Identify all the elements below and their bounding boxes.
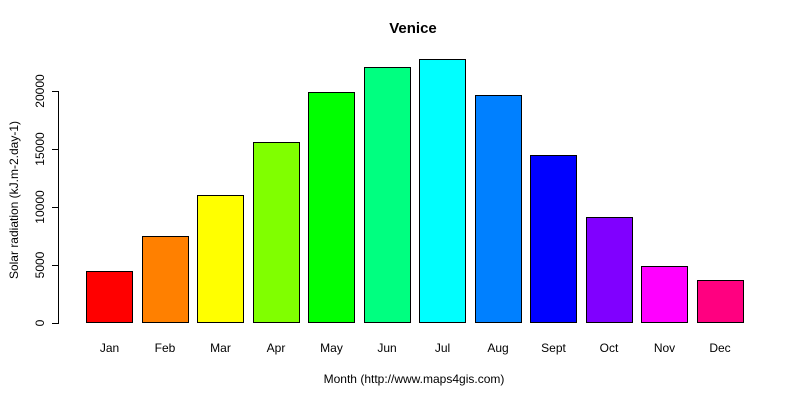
x-tick-label-jul: Jul bbox=[434, 341, 451, 355]
y-tick-0 bbox=[52, 322, 59, 324]
x-tick-label-sept: Sept bbox=[541, 341, 566, 355]
x-tick-label-mar: Mar bbox=[210, 341, 231, 355]
x-tick-label-oct: Oct bbox=[599, 341, 619, 355]
bar-apr bbox=[252, 142, 300, 323]
bar-sept bbox=[530, 155, 577, 323]
y-tick-label-20000: 20000 bbox=[33, 74, 47, 108]
x-tick-label-may: May bbox=[320, 341, 343, 355]
y-tick-10000 bbox=[52, 206, 59, 208]
y-tick-label-0: 0 bbox=[33, 319, 47, 327]
x-tick-label-jun: Jun bbox=[377, 341, 397, 355]
bar-jul bbox=[419, 59, 466, 323]
bar-may bbox=[308, 92, 355, 323]
x-tick-label-feb: Feb bbox=[154, 341, 176, 355]
bar-feb bbox=[141, 236, 189, 323]
bar-aug bbox=[474, 95, 522, 323]
y-tick-20000 bbox=[52, 90, 59, 92]
x-tick-label-dec: Dec bbox=[709, 341, 731, 355]
x-tick-label-aug: Aug bbox=[487, 341, 509, 355]
y-tick-label-10000: 10000 bbox=[33, 190, 47, 224]
bar-jan bbox=[86, 271, 133, 323]
x-axis-label: Month (http://www.maps4gis.com) bbox=[323, 372, 505, 386]
y-tick-15000 bbox=[52, 148, 59, 150]
y-axis-label: Solar radiation (kJ.m-2.day-1) bbox=[7, 120, 21, 280]
bar-nov bbox=[641, 266, 688, 323]
bar-dec bbox=[696, 280, 744, 323]
y-axis-line bbox=[58, 91, 59, 324]
y-tick-label-5000: 5000 bbox=[33, 251, 47, 279]
y-tick-5000 bbox=[52, 264, 59, 266]
x-tick-label-nov: Nov bbox=[653, 341, 676, 355]
x-tick-label-jan: Jan bbox=[99, 341, 120, 355]
chart-title: Venice bbox=[389, 20, 437, 37]
x-tick-label-apr: Apr bbox=[266, 341, 286, 355]
bar-oct bbox=[585, 217, 633, 323]
bar-jun bbox=[363, 67, 411, 323]
y-tick-label-15000: 15000 bbox=[33, 132, 47, 166]
bar-mar bbox=[197, 195, 244, 323]
